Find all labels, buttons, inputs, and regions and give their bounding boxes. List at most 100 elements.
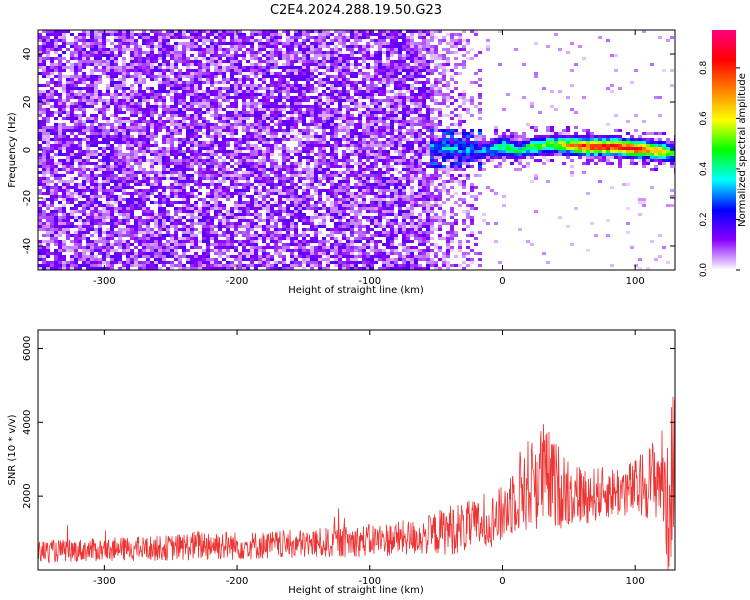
spectrogram-cell [146,174,150,177]
spectrogram-cell [58,45,62,48]
spectrogram-cell [122,81,126,84]
spectrogram-cell [250,201,254,204]
spectrogram-cell [142,171,146,174]
spectrogram-cell [46,45,50,48]
spectrogram-cell [202,240,206,243]
spectrogram-cell [330,33,334,36]
spectrogram-cell [226,222,230,225]
spectrogram-cell [178,81,182,84]
spectrogram-cell [174,60,178,63]
spectrogram-cell [222,153,226,156]
spectrogram-cell [126,228,130,231]
spectrogram-cell [50,66,54,69]
spectrogram-cell [190,132,194,135]
spectrogram-cell [270,255,274,258]
spectrogram-cell [246,117,250,120]
spectrogram-cell [246,222,250,225]
spectrogram-cell [170,186,174,189]
spectrogram-cell [66,195,70,198]
spectrogram-cell [346,39,350,42]
spectrogram-cell [190,42,194,45]
spectrogram-cell [110,207,114,210]
spectrogram-cell [86,144,90,147]
spectrogram-cell [66,87,70,90]
spectrogram-cell [218,249,222,252]
spectrogram-cell [126,201,130,204]
spectrogram-cell [82,219,86,222]
spectrogram-cell [58,102,62,105]
spectrogram-cell [266,183,270,186]
spectrogram-cell [38,246,42,249]
spectrogram-cell [266,168,270,171]
spectrogram-cell [122,267,126,270]
spectrogram-cell [350,45,354,48]
spectrogram-cell [254,162,258,165]
spectrogram-cell [262,75,266,78]
spectrogram-cell [162,81,166,84]
spectrogram-cell [222,207,226,210]
spectrogram-cell [290,87,294,90]
spectrogram-cell [74,186,78,189]
spectrogram-cell [290,129,294,132]
spectrogram-cell [190,141,194,144]
spectrogram-cell [82,57,86,60]
spectrogram-cell [126,222,130,225]
spectrogram-cell [174,156,178,159]
spectrogram-cell [42,72,46,75]
spectrogram-cell [294,255,298,258]
spectrogram-cell [266,159,270,162]
spectrogram-cell [218,243,222,246]
spectrogram-cell [218,210,222,213]
spectrogram-cell [194,246,198,249]
spectrogram-cell [170,51,174,54]
spectrogram-cell [318,201,322,204]
spectrogram-cell [146,87,150,90]
spectrogram-cell [102,261,106,264]
spectrogram-cell [330,51,334,54]
spectrogram-cell [198,222,202,225]
spectrogram-cell [174,237,178,240]
spectrogram-cell [146,111,150,114]
spectrogram-cell [214,252,218,255]
spectrogram-cell [50,195,54,198]
spectrogram-cell [54,63,58,66]
spectrogram-cell [338,63,342,66]
spectrogram-cell [314,99,318,102]
spectrogram-cell [270,129,274,132]
spectrogram-cell [134,207,138,210]
spectrogram-cell [114,48,118,51]
spectrogram-cell [170,204,174,207]
spectrogram-cell [38,189,42,192]
spectrogram-cell [90,141,94,144]
spectrogram-cell [134,141,138,144]
spectrogram-cell [90,117,94,120]
spectrogram-cell [146,243,150,246]
spectrogram-cell [334,264,338,267]
spectrogram-cell [194,159,198,162]
spectrogram-cell [338,36,342,39]
spectrogram-cell [50,129,54,132]
spectrogram-cell [142,159,146,162]
spectrogram-cell [90,150,94,153]
spectrogram-cell [86,99,90,102]
spectrogram-cell [318,126,322,129]
spectrogram-cell [250,123,254,126]
spectrogram-cell [102,165,106,168]
spectrogram-cell [230,243,234,246]
spectrogram-cell [210,177,214,180]
spectrogram-cell [182,72,186,75]
spectrogram-cell [250,225,254,228]
spectrogram-cell [78,66,82,69]
spectrogram-cell [186,36,190,39]
spectrogram-cell [198,216,202,219]
spectrogram-cell [242,96,246,99]
spectrogram-cell [194,102,198,105]
spectrogram-cell [78,57,82,60]
spectrogram-cell [234,168,238,171]
spectrogram-cell [38,171,42,174]
spectrogram-cell [102,171,106,174]
spectrogram-cell [134,57,138,60]
spectrogram-cell [142,78,146,81]
spectrogram-cell [162,135,166,138]
spectrogram-cell [342,60,346,63]
